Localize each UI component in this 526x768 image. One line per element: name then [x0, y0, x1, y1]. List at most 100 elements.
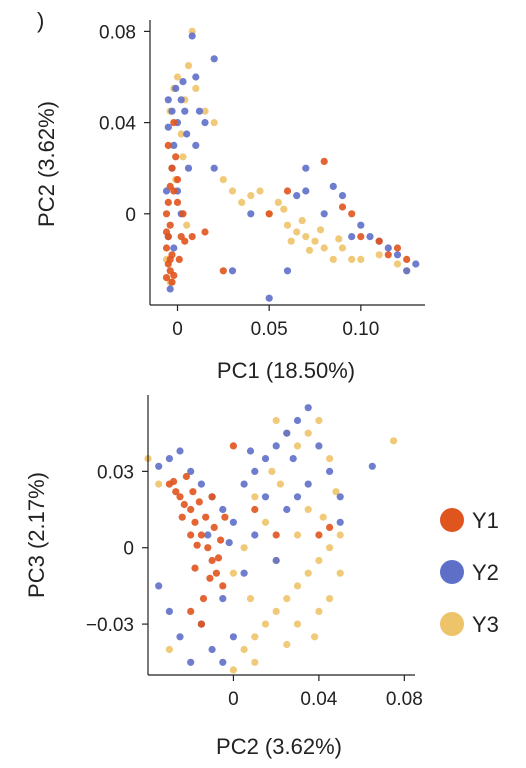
- top-point-y2: [320, 210, 328, 218]
- top-y-tick-label: 0: [125, 205, 136, 226]
- bottom-point-y1: [180, 500, 188, 509]
- bottom-x-tick-label: 0.08: [386, 689, 423, 710]
- bottom-point-y3: [261, 620, 270, 628]
- top-point-y3: [298, 217, 306, 225]
- top-point-y1: [168, 251, 176, 259]
- top-point-y3: [393, 260, 402, 268]
- bottom-point-y1: [229, 442, 237, 450]
- top-point-y1: [357, 233, 365, 241]
- top-y-tick-label: 0.08: [99, 22, 136, 43]
- top-point-y1: [179, 210, 187, 218]
- top-point-y2: [183, 130, 191, 138]
- bottom-point-y1: [315, 531, 323, 539]
- top-point-y2: [403, 267, 411, 275]
- bottom-point-y3: [315, 556, 323, 565]
- bottom-point-y2: [176, 633, 184, 641]
- top-point-y3: [316, 226, 325, 234]
- top-point-y2: [172, 84, 180, 92]
- top-point-y3: [375, 251, 383, 259]
- bottom-point-y3: [332, 488, 340, 496]
- bottom-point-y1: [187, 531, 195, 539]
- top-point-y2: [338, 192, 347, 200]
- top-point-y3: [179, 153, 187, 161]
- top-point-y3: [348, 255, 356, 263]
- bottom-point-y2: [315, 442, 323, 450]
- bottom-point-y3: [251, 633, 259, 641]
- top-point-y3: [305, 246, 314, 254]
- top-point-y1: [162, 244, 171, 252]
- bottom-point-y3: [336, 531, 344, 539]
- top-point-y2: [283, 267, 292, 275]
- bottom-point-y2: [289, 455, 297, 463]
- top-point-y2: [195, 107, 204, 115]
- top-point-y2: [168, 107, 176, 115]
- bottom-point-y3: [326, 544, 334, 552]
- bottom-point-y3: [304, 569, 312, 577]
- bottom-point-y2: [336, 518, 344, 526]
- bottom-point-y3: [229, 569, 237, 577]
- bottom-point-y1: [204, 544, 212, 552]
- bottom-point-y2: [293, 493, 302, 501]
- bottom-point-y2: [155, 582, 163, 590]
- bottom-point-y3: [268, 467, 276, 475]
- bottom-point-y1: [208, 493, 216, 501]
- top-point-y2: [210, 55, 218, 63]
- legend-marker-y2: [440, 560, 464, 584]
- top-point-y1: [283, 187, 292, 195]
- bottom-x-tick-label: 0.04: [300, 689, 337, 710]
- bottom-point-y1: [219, 582, 227, 590]
- legend-marker-y3: [440, 612, 464, 636]
- bottom-points: [144, 404, 398, 674]
- top-point-y2: [166, 285, 174, 293]
- top-point-y1: [320, 157, 328, 165]
- bottom-point-y3: [240, 645, 248, 654]
- bottom-point-y1: [210, 523, 218, 532]
- top-point-y2: [192, 141, 200, 149]
- bottom-point-y3: [293, 442, 302, 450]
- bottom-point-y3: [283, 595, 291, 603]
- top-point-y1: [164, 141, 172, 149]
- bottom-point-y2: [272, 556, 280, 565]
- top-point-y2: [412, 260, 420, 268]
- bottom-point-y1: [197, 531, 205, 539]
- bottom-point-y2: [304, 404, 312, 412]
- bottom-point-y3: [251, 493, 259, 501]
- bottom-point-y3: [293, 531, 302, 539]
- bottom-point-y2: [283, 429, 291, 437]
- bottom-point-y1: [326, 523, 334, 532]
- top-point-y1: [168, 164, 176, 172]
- top-point-y2: [228, 267, 237, 275]
- bottom-point-y2: [165, 455, 173, 463]
- top-point-y1: [170, 119, 178, 127]
- bottom-point-y2: [368, 462, 376, 470]
- bottom-point-y1: [195, 498, 203, 506]
- legend-marker-y1: [440, 508, 464, 532]
- top-x-tick-label: 0.05: [251, 319, 288, 340]
- top-point-y3: [184, 62, 193, 70]
- bottom-point-y2: [176, 447, 184, 455]
- bottom-point-y3: [315, 416, 323, 425]
- top-point-y1: [188, 233, 196, 241]
- top-point-y1: [162, 210, 171, 218]
- bottom-point-y2: [219, 595, 227, 603]
- top-point-y1: [164, 260, 172, 268]
- top-point-y3: [293, 228, 301, 236]
- bottom-point-y3: [261, 518, 270, 526]
- bottom-point-y1: [193, 541, 201, 549]
- top-point-y1: [173, 198, 182, 206]
- bottom-point-y2: [326, 467, 334, 475]
- bottom-point-y2: [336, 493, 344, 501]
- top-point-y3: [219, 176, 227, 184]
- bottom-point-y1: [212, 569, 220, 577]
- bottom-point-y3: [251, 658, 259, 666]
- bottom-point-y2: [240, 569, 248, 577]
- top-point-y3: [302, 233, 310, 241]
- bottom-point-y1: [187, 505, 195, 514]
- bottom-point-y3: [283, 640, 291, 649]
- top-point-y1: [168, 278, 176, 286]
- top-point-y3: [228, 187, 237, 195]
- bottom-point-y1: [176, 493, 184, 501]
- top-x-tick-label: 0: [172, 319, 183, 340]
- bottom-y-axis-label: PC3 (2.17%): [24, 472, 49, 598]
- bottom-point-y3: [272, 607, 280, 616]
